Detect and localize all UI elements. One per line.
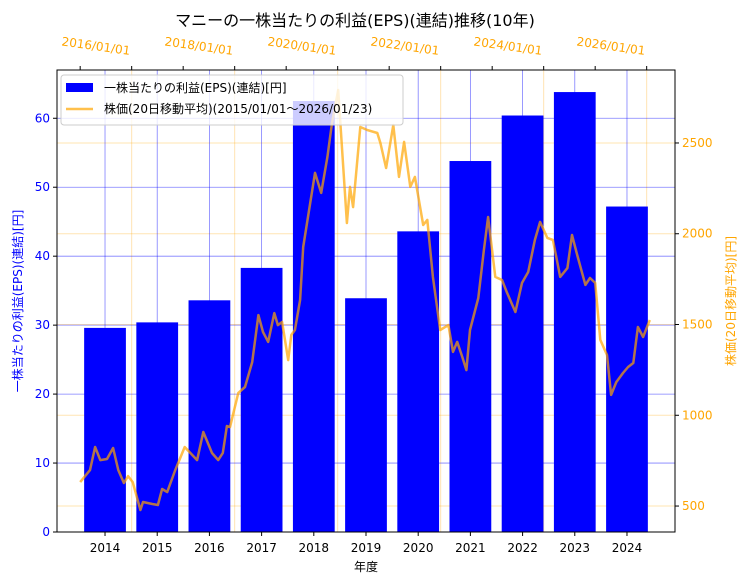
y-right-tick-label: 2000 [682,227,713,241]
y-left-tick-label: 0 [42,525,50,539]
x-tick-label: 2021 [455,541,486,555]
eps-bar-2023 [553,92,596,532]
price-line-group [79,88,651,512]
eps-bar-2014 [84,327,126,532]
y-left-tick-label: 40 [35,249,50,263]
chart-title: マニーの一株当たりの利益(EPS)(連結)推移(10年) [175,11,535,30]
legend-eps-label: 一株当たりの利益(EPS)(連結)[円] [104,80,287,95]
legend-eps-swatch [66,83,93,92]
top-tick-label: 2020/01/01 [267,34,337,57]
y-left-tick-label: 10 [35,456,50,470]
price-line [79,88,651,512]
top-tick-label: 2016/01/01 [61,34,131,57]
y-left-tick-label: 20 [35,387,50,401]
eps-bar-2017 [240,267,283,532]
x-tick-label: 2019 [351,541,382,555]
x-axis-label: 年度 [354,559,378,574]
top-tick-label: 2024/01/01 [473,34,543,57]
x-tick-label: 2024 [612,541,643,555]
y-right-tick-label: 1500 [682,318,713,332]
x-tick-label: 2022 [507,541,538,555]
top-tick-label: 2018/01/01 [164,34,234,57]
x-tick-label: 2018 [299,541,330,555]
y-left-tick-label: 30 [35,318,50,332]
eps-bar-2018 [292,101,335,533]
legend-box [60,74,404,126]
y-right-tick-label: 500 [682,499,705,513]
eps-bar-2022 [501,115,544,533]
x-tick-label: 2023 [560,541,591,555]
eps-bar-2016 [188,300,231,532]
x-tick-label: 2015 [142,541,173,555]
eps-bar-2020 [397,231,440,532]
y-left-tick-label: 50 [35,180,50,194]
eps-bar-2019 [345,298,387,532]
legend: 一株当たりの利益(EPS)(連結)[円] 株価(20日移動平均)(2015/01… [60,74,404,126]
y-left-tick-label: 60 [35,111,50,125]
top-tick-label: 2022/01/01 [370,34,440,57]
x-tick-label: 2014 [90,541,121,555]
y-axis-left-label: 一株当たりの利益(EPS)(連結)[円] [10,210,25,393]
y-right-tick-label: 2500 [682,136,713,150]
y-axis-right-label: 株価(20日移動平均)[円] [723,236,738,366]
eps-bar-2015 [136,322,179,532]
x-tick-label: 2020 [403,541,434,555]
x-tick-label: 2017 [246,541,277,555]
x-tick-label: 2016 [194,541,225,555]
legend-price-label: 株価(20日移動平均)(2015/01/01～2026/01/23) [104,101,372,116]
top-tick-label: 2026/01/01 [576,34,646,57]
y-right-tick-label: 1000 [682,408,713,422]
